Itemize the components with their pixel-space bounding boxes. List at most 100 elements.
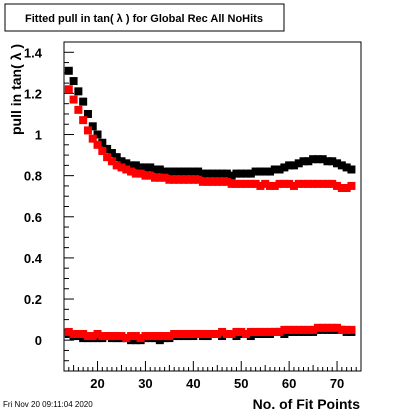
axis-ticks	[63, 41, 362, 371]
data-point	[313, 155, 322, 164]
data-point	[347, 181, 356, 190]
data-point	[347, 165, 356, 174]
data-point	[246, 327, 255, 336]
data-point	[136, 334, 145, 343]
data-point	[261, 327, 270, 336]
data-point	[136, 163, 145, 172]
data-point	[246, 332, 255, 341]
title-box	[4, 3, 285, 32]
data-point	[270, 165, 279, 174]
chart-title: Fitted pull in tan( λ ) for Global Rec A…	[25, 13, 263, 25]
data-point	[131, 169, 140, 178]
x-tick-labels: 20 30 40 50 60 70	[90, 376, 344, 391]
x-tick-label: 20	[90, 376, 104, 391]
data-point	[88, 332, 97, 341]
data-point	[146, 171, 155, 180]
data-point	[174, 329, 183, 338]
data-point	[184, 167, 193, 176]
data-point	[69, 329, 78, 338]
data-point	[289, 325, 298, 334]
data-point	[256, 327, 265, 336]
data-point	[103, 153, 112, 162]
data-point	[107, 157, 116, 166]
data-point	[280, 325, 289, 334]
x-tick-label: 30	[138, 376, 152, 391]
data-point	[93, 329, 102, 338]
y-tick-label: 0.6	[24, 210, 42, 225]
data-point	[160, 167, 169, 176]
data-point	[313, 179, 322, 188]
x-axis-title: No. of Fit Points	[253, 396, 361, 412]
y-tick-label: 1.2	[24, 86, 42, 101]
data-point	[127, 167, 136, 176]
data-point	[179, 175, 188, 184]
data-point	[79, 116, 88, 125]
y-tick-label: 0	[35, 333, 42, 348]
data-point	[165, 175, 174, 184]
data-point	[107, 332, 116, 341]
data-point	[337, 325, 346, 334]
data-point	[160, 332, 169, 341]
data-point	[98, 146, 107, 155]
data-point	[270, 327, 279, 336]
data-point	[98, 138, 107, 147]
data-point	[251, 167, 260, 176]
data-point	[122, 159, 131, 168]
data-point	[265, 181, 274, 190]
y-tick-label: 1.4	[24, 45, 43, 60]
data-point	[237, 327, 246, 336]
data-point	[242, 329, 251, 338]
data-point	[127, 332, 136, 341]
data-point	[151, 165, 160, 174]
data-point	[155, 165, 164, 174]
data-point	[93, 140, 102, 149]
data-point	[323, 323, 332, 332]
data-point	[151, 173, 160, 182]
data-point	[194, 175, 203, 184]
data-point	[79, 97, 88, 106]
data-point	[333, 159, 342, 168]
data-point	[222, 169, 231, 178]
data-point	[280, 329, 289, 338]
data-point	[294, 325, 303, 334]
data-point	[232, 332, 241, 341]
data-point	[189, 329, 198, 338]
data-point	[194, 329, 203, 338]
y-tick-label: 1	[35, 128, 42, 143]
x-tick-label: 60	[282, 376, 296, 391]
data-point	[318, 179, 327, 188]
data-point	[294, 159, 303, 168]
data-point	[131, 332, 140, 341]
data-point	[227, 171, 236, 180]
data-point	[318, 323, 327, 332]
data-point	[285, 325, 294, 334]
x-tick-label: 50	[234, 376, 248, 391]
data-point	[333, 323, 342, 332]
data-point	[328, 179, 337, 188]
data-point	[170, 329, 179, 338]
data-point	[304, 157, 313, 166]
data-point	[328, 157, 337, 166]
data-point	[189, 175, 198, 184]
data-point	[294, 179, 303, 188]
data-point	[155, 332, 164, 341]
data-point	[98, 332, 107, 341]
data-point	[337, 183, 346, 192]
data-point	[323, 179, 332, 188]
data-point	[179, 329, 188, 338]
data-point	[131, 336, 140, 345]
data-point	[208, 329, 217, 338]
data-point	[232, 179, 241, 188]
data-point	[117, 157, 126, 166]
data-point	[141, 163, 150, 172]
data-point	[299, 157, 308, 166]
data-point	[160, 173, 169, 182]
data-point	[222, 329, 231, 338]
data-point	[299, 179, 308, 188]
x-tick-label: 40	[186, 376, 200, 391]
data-point	[141, 332, 150, 341]
data-point	[83, 109, 92, 118]
data-point	[251, 179, 260, 188]
data-point	[112, 153, 121, 162]
data-point	[261, 167, 270, 176]
